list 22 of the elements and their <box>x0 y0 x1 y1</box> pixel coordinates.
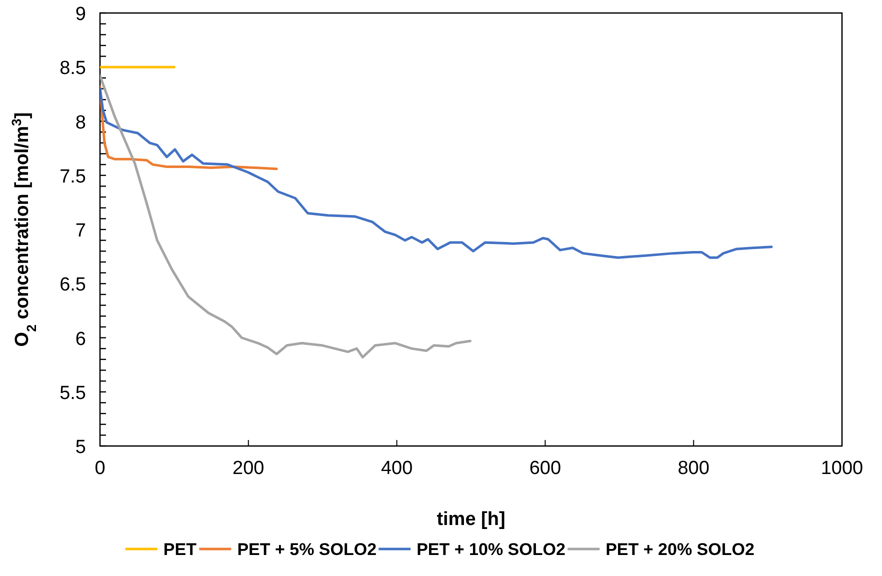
x-tick-label: 400 <box>380 458 413 479</box>
y-tick-label: 8 <box>75 112 86 134</box>
y-tick-label: 6.5 <box>60 274 86 296</box>
line-series <box>100 74 472 358</box>
y-tick-label: 7 <box>75 220 86 242</box>
legend-label: PET + 10% SOLO2 <box>416 540 566 559</box>
y-tick-label: 9 <box>75 4 86 25</box>
x-tick-label: 0 <box>94 458 106 479</box>
y-tick-label: 6 <box>75 328 86 350</box>
x-tick-label: 1000 <box>820 458 864 479</box>
line-series <box>100 88 773 259</box>
x-axis-title: time [h] <box>436 509 506 530</box>
legend-label: PET <box>163 540 198 559</box>
x-tick-label: 800 <box>678 458 710 479</box>
y-tick-label: 5.5 <box>60 382 86 404</box>
y-tick-label: 7.5 <box>60 166 86 188</box>
y-tick-label: 8.5 <box>60 58 86 80</box>
legend-label: PET + 5% SOLO2 <box>237 540 377 559</box>
x-tick-label: 200 <box>232 458 264 479</box>
legend-label: PET + 20% SOLO2 <box>606 540 754 559</box>
x-tick-label: 600 <box>529 458 562 479</box>
y-tick-label: 5 <box>75 437 86 458</box>
